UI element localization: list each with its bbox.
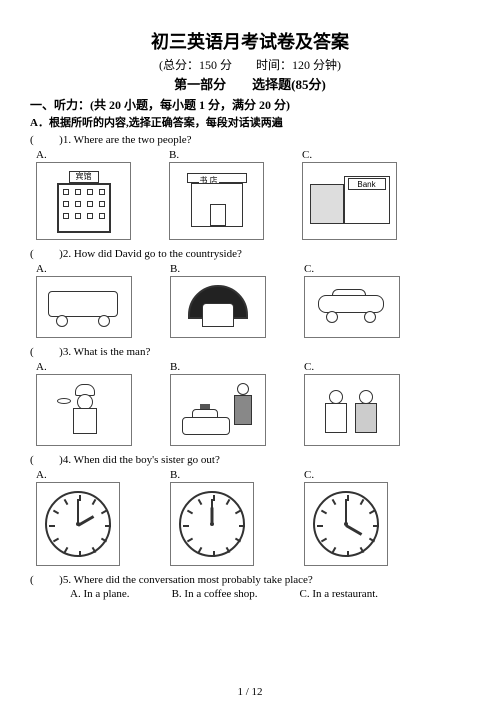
clock-c-icon	[304, 482, 388, 566]
q3-number: )3.	[59, 346, 71, 358]
q4-options: A. B. C.	[36, 469, 470, 566]
q4-a-label: A.	[36, 469, 47, 481]
question-2: ( )2. How did David go to the countrysid…	[30, 248, 470, 260]
chef-icon	[36, 374, 132, 446]
couple-icon	[304, 374, 400, 446]
q2-text: How did David go to the countryside?	[74, 248, 242, 260]
q5-option-c[interactable]: C. In a restaurant.	[300, 588, 379, 600]
q3-c-label: C.	[304, 361, 314, 373]
q4-text: When did the boy's sister go out?	[74, 454, 220, 466]
page-number: 1 / 12	[0, 686, 500, 698]
q3-a-label: A.	[36, 361, 47, 373]
car-icon	[304, 276, 400, 338]
train-icon	[170, 276, 266, 338]
q4-option-a[interactable]: A.	[36, 469, 120, 566]
q5-option-b[interactable]: B. In a coffee shop.	[172, 588, 258, 600]
clock-b-icon	[170, 482, 254, 566]
q2-a-label: A.	[36, 263, 47, 275]
section1-instruction: A．根据所听的内容,选择正确答案，每段对话读两遍	[30, 114, 470, 130]
q2-b-label: B.	[170, 263, 180, 275]
q1-text: Where are the two people?	[74, 134, 192, 146]
q1-option-c[interactable]: C. Bank	[302, 149, 397, 240]
q3-option-a[interactable]: A.	[36, 361, 132, 446]
clock-a-icon	[36, 482, 120, 566]
bank-sign: Bank	[348, 178, 386, 190]
score-time: (总分：150 分 时间：120 分钟)	[30, 56, 470, 73]
question-1: ( )1. Where are the two people?	[30, 134, 470, 146]
q4-blank[interactable]: (	[30, 454, 34, 466]
hotel-icon: 宾馆	[36, 162, 131, 240]
q1-blank[interactable]: (	[30, 134, 34, 146]
bus-icon	[36, 276, 132, 338]
q2-option-a[interactable]: A.	[36, 263, 132, 338]
bookstore-icon: 书 店	[169, 162, 264, 240]
bank-icon: Bank	[302, 162, 397, 240]
question-4: ( )4. When did the boy's sister go out?	[30, 454, 470, 466]
q1-option-a[interactable]: A. 宾馆	[36, 149, 131, 240]
q4-b-label: B.	[170, 469, 180, 481]
q1-a-label: A.	[36, 149, 47, 161]
q2-c-label: C.	[304, 263, 314, 275]
q1-number: )1.	[59, 134, 71, 146]
q4-c-label: C.	[304, 469, 314, 481]
section1-heading: 一、听力：(共 20 小题，每小题 1 分，满分 20 分)	[30, 96, 470, 113]
q4-option-b[interactable]: B.	[170, 469, 254, 566]
q5-option-a[interactable]: A. In a plane.	[70, 588, 130, 600]
q3-option-c[interactable]: C.	[304, 361, 400, 446]
q1-options: A. 宾馆 B. 书 店 C. Bank	[36, 149, 470, 240]
q5-options: A. In a plane. B. In a coffee shop. C. I…	[70, 588, 470, 600]
q5-text: Where did the conversation most probably…	[74, 574, 313, 586]
q3-blank[interactable]: (	[30, 346, 34, 358]
question-3: ( )3. What is the man?	[30, 346, 470, 358]
q4-option-c[interactable]: C.	[304, 469, 388, 566]
q5-number: )5.	[59, 574, 71, 586]
q4-number: )4.	[59, 454, 71, 466]
q5-blank[interactable]: (	[30, 574, 34, 586]
q1-c-label: C.	[302, 149, 312, 161]
q3-text: What is the man?	[74, 346, 151, 358]
exam-title: 初三英语月考试卷及答案	[30, 28, 470, 54]
q1-option-b[interactable]: B. 书 店	[169, 149, 264, 240]
policeman-icon	[170, 374, 266, 446]
q3-options: A. B. C.	[36, 361, 470, 446]
hotel-sign: 宾馆	[69, 171, 99, 183]
q3-b-label: B.	[170, 361, 180, 373]
question-5: ( )5. Where did the conversation most pr…	[30, 574, 470, 586]
q2-option-c[interactable]: C.	[304, 263, 400, 338]
part-heading: 第一部分 选择题(85分)	[30, 74, 470, 93]
q2-option-b[interactable]: B.	[170, 263, 266, 338]
q3-option-b[interactable]: B.	[170, 361, 266, 446]
q2-number: )2.	[59, 248, 71, 260]
q1-b-label: B.	[169, 149, 179, 161]
q2-blank[interactable]: (	[30, 248, 34, 260]
q2-options: A. B. C.	[36, 263, 470, 338]
